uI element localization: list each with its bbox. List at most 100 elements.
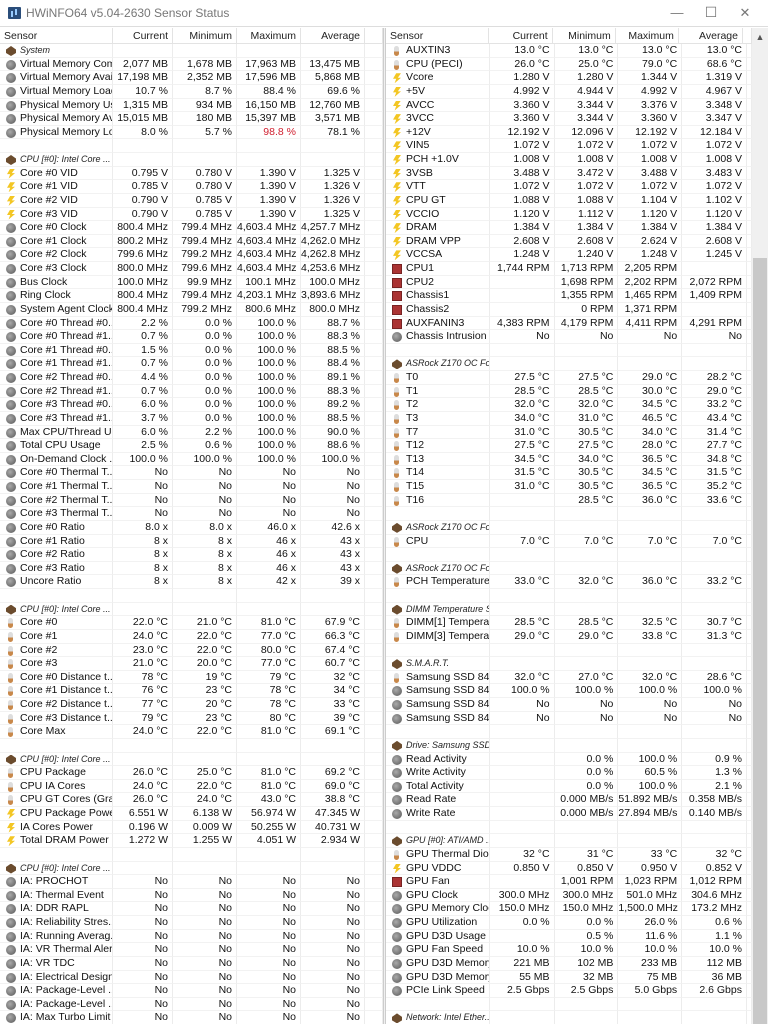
sensor-row[interactable]: Samsung SSD 840 S...100.0 %100.0 %100.0 …: [386, 684, 752, 698]
sensor-row[interactable]: IA: DDR RAPL No No No No: [0, 902, 383, 916]
blank-row[interactable]: [386, 507, 752, 521]
sensor-row[interactable]: VCCSA 1.248 V 1.240 V 1.248 V 1.245 V: [386, 248, 752, 262]
sensor-row[interactable]: GPU Thermal Diode32 °C31 °C33 °C32 °C: [386, 847, 752, 862]
column-header-sensor[interactable]: Sensor: [386, 28, 489, 43]
sensor-row[interactable]: Core #0 VID 0.795 V 0.780 V 1.390 V 1.325 V: [0, 166, 383, 181]
sensor-row[interactable]: Core #3 Distance t... 79 °C 23 °C 80 °C 39 °…: [0, 711, 383, 726]
sensor-group-header[interactable]: CPU [#0]: Intel Core ...: [0, 861, 383, 876]
column-header-minimum[interactable]: Minimum: [173, 28, 237, 43]
sensor-row[interactable]: GPU VDDC 0.850 V 0.850 V 0.950 V 0.852 V: [386, 861, 752, 876]
blank-row[interactable]: [0, 589, 383, 603]
blank-row[interactable]: [386, 589, 752, 603]
sensor-row[interactable]: CPU 7.0 °C 7.0 °C 7.0 °C 7.0 °C: [386, 534, 752, 549]
sensor-group-header[interactable]: Drive: Samsung SSD ...: [386, 738, 752, 753]
column-header-spacer[interactable]: [365, 28, 383, 43]
sensor-row[interactable]: Core #2 Thread #0... 4.4 % 0.0 % 100.0 % 89.…: [0, 371, 383, 385]
sensor-group-header[interactable]: GPU [#0]: ATI/AMD ...: [386, 834, 752, 848]
sensor-row[interactable]: PCH Temperature 33.0 °C 32.0 °C 36.0 °C 33.2…: [386, 575, 752, 589]
sensor-row[interactable]: T1 28.5 °C 28.5 °C 30.0 °C 29.0 °C: [386, 384, 752, 399]
sensor-row[interactable]: IA Cores Power 0.196 W 0.009 W 50.255 W 40.7…: [0, 820, 383, 835]
sensor-row[interactable]: T12 27.5 °C 27.5 °C 28.0 °C 27.7 °C: [386, 439, 752, 453]
sensor-row[interactable]: Core #2 23.0 °C 22.0 °C 80.0 °C 67.4 °C: [0, 643, 383, 658]
column-header-spacer[interactable]: [743, 28, 752, 43]
sensor-row[interactable]: IA: Thermal Event No No No No: [0, 888, 383, 903]
sensor-row[interactable]: Write Rate 0.000 MB/s 27.894 MB/s 0.140 MB/…: [386, 807, 752, 821]
sensor-row[interactable]: Core #1 Thread #0... 1.5 % 0.0 % 100.0 % 88.…: [0, 343, 383, 358]
column-header-average[interactable]: Average: [679, 28, 743, 43]
sensor-row[interactable]: Core #1 Distance t... 76 °C 23 °C 78 °C 34 °…: [0, 684, 383, 698]
sensor-row[interactable]: 3VSB 3.488 V 3.472 V 3.488 V 3.483 V: [386, 166, 752, 181]
sensor-row[interactable]: Chassis Intrusion No No No No: [386, 330, 752, 344]
blank-row[interactable]: [0, 738, 383, 753]
sensor-row[interactable]: CPU Package 26.0 °C 25.0 °C 81.0 °C 69.2 °C: [0, 766, 383, 780]
sensor-row[interactable]: Core #3 Clock 800.0 MHz 799.6 MHz 4,603.4 M…: [0, 262, 383, 276]
sensor-row[interactable]: T16 28.5 °C 36.0 °C 33.6 °C: [386, 493, 752, 508]
sensor-row[interactable]: CPU2 1,698 RPM 2,202 RPM 2,072 RPM: [386, 275, 752, 290]
sensor-row[interactable]: T15 31.0 °C 30.5 °C 36.5 °C 35.2 °C: [386, 480, 752, 494]
sensor-row[interactable]: GPU Fan 1,001 RPM 1,023 RPM 1,012 RPM: [386, 875, 752, 889]
scroll-up-arrow-icon[interactable]: ▲: [755, 32, 765, 42]
sensor-row[interactable]: +12V 12.192 V 12.096 V 12.192 V 12.184 V: [386, 125, 752, 140]
sensor-row[interactable]: Core #1 Thread #1... 0.7 % 0.0 % 100.0 % 88.…: [0, 357, 383, 371]
sensor-row[interactable]: Bus Clock 100.0 MHz 99.9 MHz 100.1 MHz 100.0…: [0, 275, 383, 290]
sensor-row[interactable]: Core #3 21.0 °C 20.0 °C 77.0 °C 60.7 °C: [0, 657, 383, 671]
sensor-row[interactable]: Core #1 24.0 °C 22.0 °C 77.0 °C 66.3 °C: [0, 629, 383, 644]
sensor-row[interactable]: VTT 1.072 V 1.072 V 1.072 V 1.072 V: [386, 180, 752, 194]
sensor-row[interactable]: GPU Fan Speed 10.0 % 10.0 % 10.0 % 10.0 %: [386, 943, 752, 957]
sensor-row[interactable]: System Agent Clock 800.4 MHz 799.2 MHz 800.…: [0, 302, 383, 317]
sensor-row[interactable]: Virtual Memory Load 10.7 % 8.7 % 88.4 % 69.6…: [0, 84, 383, 99]
sensor-row[interactable]: AVCC 3.360 V 3.344 V 3.376 V 3.348 V: [386, 98, 752, 113]
sensor-group-header[interactable]: CPU [#0]: Intel Core ...: [0, 153, 383, 167]
sensor-row[interactable]: Core #3 Thread #1... 3.7 % 0.0 % 100.0 % 88.…: [0, 411, 383, 426]
sensor-row[interactable]: Total CPU Usage 2.5 % 0.6 % 100.0 % 88.6 %: [0, 439, 383, 453]
sensor-group-header[interactable]: CPU [#0]: Intel Core ...: [0, 602, 383, 617]
sensor-row[interactable]: DRAM VPP 2.608 V 2.608 V 2.624 V 2.608 V: [386, 234, 752, 249]
sensor-row[interactable]: T3 34.0 °C 31.0 °C 46.5 °C 43.4 °C: [386, 411, 752, 426]
sensor-row[interactable]: GPU Utilization 0.0 % 0.0 % 26.0 % 0.6 %: [386, 916, 752, 930]
sensor-row[interactable]: Core #2 Thermal T... No No No No: [0, 493, 383, 508]
sensor-row[interactable]: Physical Memory Load8.0 %5.7 %98.8 %78.1…: [0, 125, 383, 140]
sensor-row[interactable]: VIN5 1.072 V 1.072 V 1.072 V 1.072 V: [386, 139, 752, 153]
sensor-row[interactable]: CPU1 1,744 RPM 1,713 RPM 2,205 RPM: [386, 262, 752, 276]
sensor-row[interactable]: PCIe Link Speed 2.5 Gbps 2.5 Gbps 5.0 Gbps 2…: [386, 984, 752, 998]
blank-row[interactable]: [0, 847, 383, 862]
column-header-average[interactable]: Average: [301, 28, 365, 43]
sensor-group-header[interactable]: CPU [#0]: Intel Core ...: [0, 752, 383, 767]
sensor-row[interactable]: Total DRAM Power 1.272 W 1.255 W 4.051 W 2.9…: [0, 834, 383, 848]
column-header-sensor[interactable]: Sensor: [0, 28, 113, 43]
sensor-row[interactable]: DIMM[3] Temperature29.0 °C29.0 °C33.8 °C…: [386, 629, 752, 644]
sensor-row[interactable]: Core #2 Clock 799.6 MHz 799.2 MHz 4,603.4 M…: [0, 248, 383, 262]
sensor-row[interactable]: Max CPU/Thread U... 6.0 % 2.2 % 100.0 % 90.0…: [0, 425, 383, 440]
sensor-row[interactable]: Core #3 VID 0.790 V 0.785 V 1.390 V 1.325 V: [0, 207, 383, 222]
vertical-scrollbar[interactable]: ▲: [752, 28, 768, 1024]
sensor-row[interactable]: IA: Reliability Stres... No No No No: [0, 916, 383, 930]
sensor-row[interactable]: Virtual Memory Com...2,077 MB1,678 MB17,…: [0, 57, 383, 72]
sensor-row[interactable]: Read Activity 0.0 % 100.0 % 0.9 %: [386, 752, 752, 767]
sensor-row[interactable]: Chassis2 0 RPM 1,371 RPM: [386, 302, 752, 317]
sensor-row[interactable]: GPU D3D Usage 0.5 % 11.6 % 1.1 %: [386, 929, 752, 944]
sensor-row[interactable]: Core #0 22.0 °C 21.0 °C 81.0 °C 67.9 °C: [0, 616, 383, 630]
column-header-maximum[interactable]: Maximum: [237, 28, 301, 43]
sensor-group-header[interactable]: ASRock Z170 OC For...: [386, 561, 752, 576]
column-header-current[interactable]: Current: [113, 28, 173, 43]
sensor-row[interactable]: IA: Package-Level ... No No No No: [0, 984, 383, 998]
sensor-group-header[interactable]: ASRock Z170 OC For...: [386, 357, 752, 371]
scroll-thumb[interactable]: [753, 258, 767, 1024]
sensor-row[interactable]: VCCIO 1.120 V 1.112 V 1.120 V 1.120 V: [386, 207, 752, 222]
sensor-row[interactable]: Total Activity 0.0 % 100.0 % 2.1 %: [386, 779, 752, 794]
sensor-row[interactable]: T14 31.5 °C 30.5 °C 34.5 °C 31.5 °C: [386, 466, 752, 480]
sensor-group-header[interactable]: ASRock Z170 OC For...: [386, 520, 752, 535]
sensor-row[interactable]: Read Rate 0.000 MB/s 51.892 MB/s 0.358 MB/s: [386, 793, 752, 807]
sensor-row[interactable]: CPU GT 1.088 V 1.088 V 1.104 V 1.102 V: [386, 193, 752, 208]
sensor-row[interactable]: Core #0 Thread #0... 2.2 % 0.0 % 100.0 % 88.…: [0, 316, 383, 331]
blank-row[interactable]: [386, 548, 752, 562]
sensor-row[interactable]: Core Max 24.0 °C 22.0 °C 81.0 °C 69.1 °C: [0, 725, 383, 739]
sensor-row[interactable]: DRAM 1.384 V 1.384 V 1.384 V 1.384 V: [386, 221, 752, 235]
sensor-row[interactable]: Core #2 VID 0.790 V 0.785 V 1.390 V 1.326 V: [0, 193, 383, 208]
sensor-row[interactable]: IA: Max Turbo Limit No No No No: [0, 1011, 383, 1024]
